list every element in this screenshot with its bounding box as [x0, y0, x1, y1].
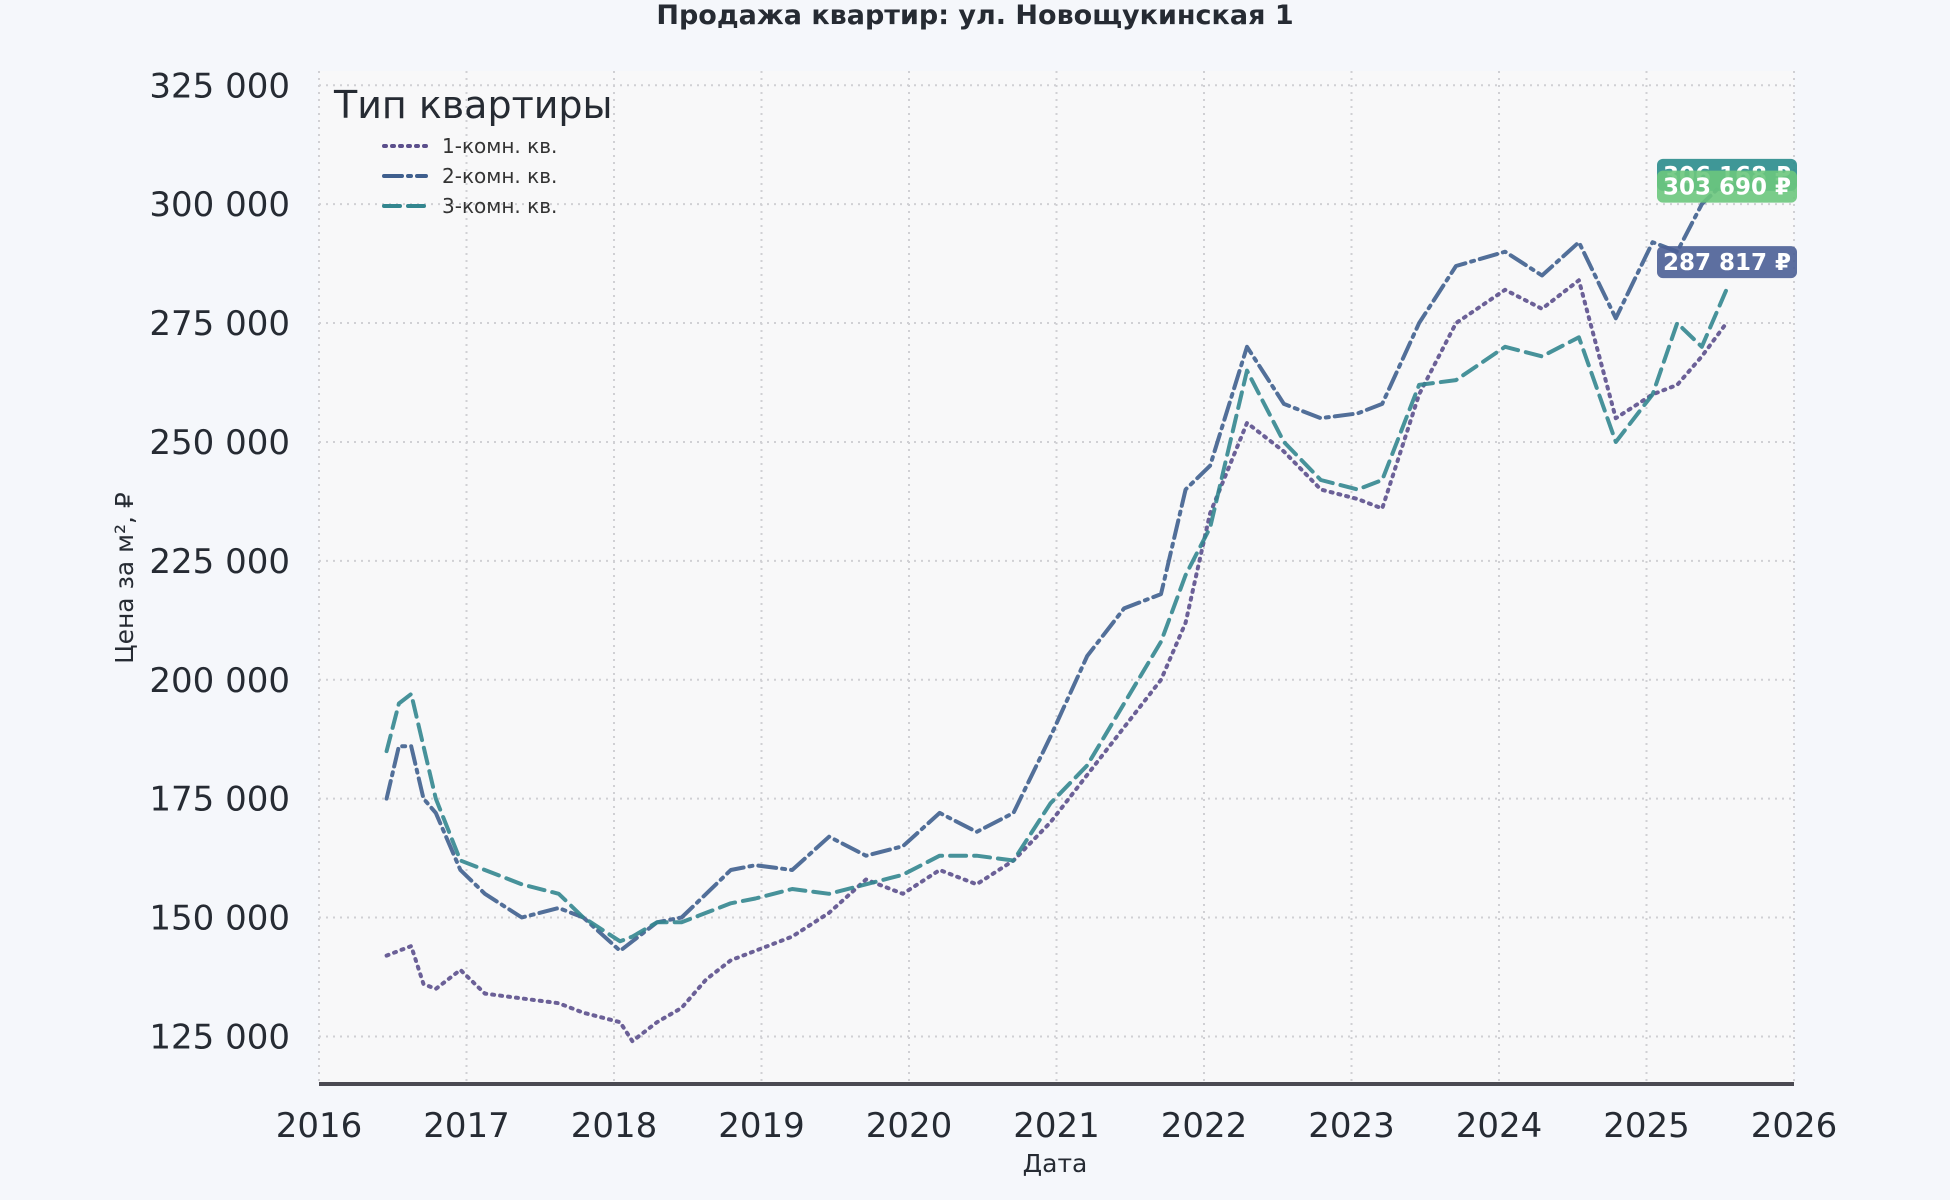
grid: [318, 71, 1795, 1084]
y-tick-label: 325 000: [149, 66, 290, 106]
series-line-1: [384, 278, 1729, 1044]
x-tick-label: 2025: [1603, 1106, 1690, 1146]
legend-label-2: 2-комн. кв.: [442, 164, 557, 188]
x-tick-label: 2023: [1308, 1106, 1395, 1146]
x-axis-ticks: 2016 2017 2018 2019 2020 2021 2022 2023 2024 2025…: [276, 1106, 1838, 1146]
y-tick-label: 275 000: [149, 304, 290, 344]
x-axis-title: Дата: [1023, 1149, 1088, 1178]
series-lines: [384, 178, 1729, 1044]
legend: Тип квартиры 1-комн. кв. 2-комн. кв. 3-ком…: [333, 83, 613, 218]
y-axis-title: Цена за м², ₽: [110, 492, 139, 664]
y-tick-label: 175 000: [149, 780, 290, 820]
end-label-3: 303 690 ₽: [1663, 175, 1791, 201]
chart-title: Продажа квартир: ул. Новощукинская 1: [656, 0, 1293, 31]
x-tick-label: 2022: [1161, 1106, 1248, 1146]
x-tick-label: 2017: [423, 1106, 510, 1146]
x-tick-label: 2024: [1456, 1106, 1543, 1146]
y-tick-label: 125 000: [149, 1017, 290, 1057]
x-tick-label: 2026: [1751, 1106, 1838, 1146]
y-tick-label: 150 000: [149, 899, 290, 939]
y-tick-label: 300 000: [149, 185, 290, 225]
legend-title: Тип квартиры: [333, 83, 613, 127]
x-tick-label: 2018: [571, 1106, 658, 1146]
end-label-1: 287 817 ₽: [1663, 250, 1791, 276]
end-label-box-1: [1657, 246, 1797, 279]
y-tick-label: 250 000: [149, 423, 290, 463]
x-tick-label: 2016: [276, 1106, 363, 1146]
end-label-box-3: [1657, 170, 1797, 203]
y-axis-ticks: 125 000 150 000 175 000 200 000 225 000 250 0…: [149, 66, 290, 1057]
y-tick-label: 225 000: [149, 542, 290, 582]
legend-label-3: 3-комн. кв.: [442, 194, 557, 218]
x-tick-label: 2019: [718, 1106, 805, 1146]
series-line-3: [384, 287, 1729, 944]
x-tick-label: 2021: [1013, 1106, 1100, 1146]
end-value-labels: 306 168 ₽303 690 ₽287 817 ₽: [1657, 158, 1797, 279]
x-tick-label: 2020: [866, 1106, 953, 1146]
legend-label-1: 1-комн. кв.: [442, 134, 557, 158]
series-line-2: [384, 178, 1729, 953]
y-tick-label: 200 000: [149, 661, 290, 701]
